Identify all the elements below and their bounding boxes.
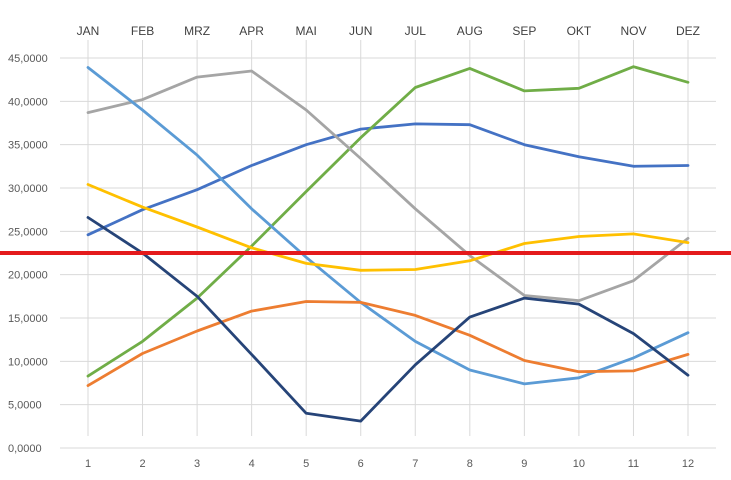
x-tick-label: 4 xyxy=(249,458,255,470)
month-labels: JAN FEB MRZ APR MAI JUN JUL AUG SEP OKT NOV DEZ xyxy=(77,24,700,38)
month-label: NOV xyxy=(620,24,646,38)
x-axis-ticks: 1 2 3 4 5 6 7 8 9 10 11 12 xyxy=(85,458,694,470)
month-label: JAN xyxy=(77,24,100,38)
month-label: FEB xyxy=(131,24,154,38)
y-tick-label: 35,0000 xyxy=(8,140,48,152)
series-line-4 xyxy=(86,66,690,386)
month-label: OKT xyxy=(567,24,592,38)
month-label: SEP xyxy=(512,24,536,38)
series-line-6 xyxy=(86,300,690,388)
month-label: JUN xyxy=(349,24,372,38)
y-tick-label: 25,0000 xyxy=(8,226,48,238)
series-line-5 xyxy=(86,183,690,272)
x-tick-label: 3 xyxy=(194,458,200,470)
x-tick-label: 7 xyxy=(412,458,418,470)
y-tick-label: 10,0000 xyxy=(8,356,48,368)
month-label: MRZ xyxy=(184,24,210,38)
y-tick-label: 45,0000 xyxy=(8,53,48,65)
x-tick-label: 11 xyxy=(628,458,639,470)
series-line-1 xyxy=(86,122,690,237)
month-label: APR xyxy=(239,24,264,38)
y-tick-label: 30,0000 xyxy=(8,183,48,195)
month-label: MAI xyxy=(296,24,317,38)
month-label: JUL xyxy=(405,24,427,38)
month-label: AUG xyxy=(457,24,483,38)
series-line-2 xyxy=(86,65,690,378)
y-tick-label: 0,0000 xyxy=(8,443,42,455)
x-tick-label: 12 xyxy=(682,458,694,470)
y-tick-label: 40,0000 xyxy=(8,96,48,108)
gridlines xyxy=(60,40,716,449)
series-line-7 xyxy=(86,216,690,423)
x-tick-label: 5 xyxy=(303,458,309,470)
x-tick-label: 1 xyxy=(85,458,91,470)
y-tick-label: 5,0000 xyxy=(8,400,42,412)
series-lines xyxy=(86,65,690,423)
x-tick-label: 6 xyxy=(358,458,364,470)
y-tick-label: 20,0000 xyxy=(8,270,48,282)
month-label: DEZ xyxy=(676,24,700,38)
y-tick-label: 15,0000 xyxy=(8,313,48,325)
x-tick-label: 2 xyxy=(139,458,145,470)
x-tick-label: 10 xyxy=(573,458,585,470)
x-tick-label: 9 xyxy=(521,458,527,470)
x-tick-label: 8 xyxy=(467,458,473,470)
series-line-3 xyxy=(86,69,690,303)
y-axis-ticks: 0,0000 5,0000 10,0000 15,0000 20,0000 25,0000… xyxy=(8,53,48,455)
